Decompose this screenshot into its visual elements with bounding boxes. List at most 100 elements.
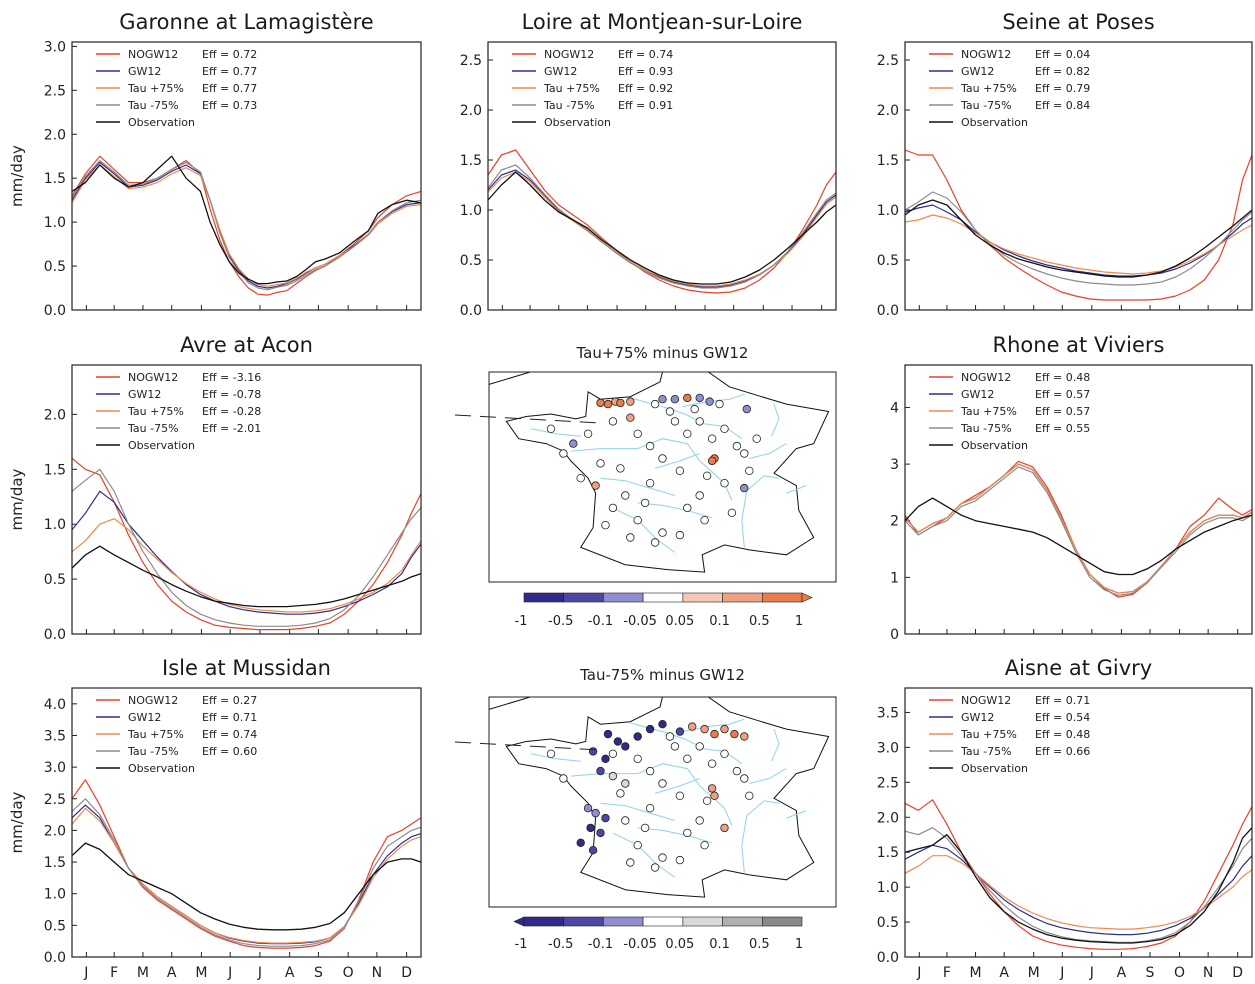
station-point	[591, 808, 600, 818]
legend-eff: Eff = 0.60	[202, 745, 257, 758]
legend-label: NOGW12	[128, 48, 178, 61]
country-outline	[505, 697, 830, 898]
legend-eff: Eff = 0.66	[1035, 745, 1090, 758]
station-point	[626, 858, 635, 867]
legend-eff: Eff = 0.71	[202, 711, 257, 724]
legend-eff: Eff = 0.27	[202, 694, 257, 707]
panel-title: Loire at Montjean-sur-Loire	[522, 10, 803, 34]
colorbar-tick-label: -0.1	[588, 937, 613, 952]
x-tick-label: J	[227, 965, 232, 981]
legend-label: GW12	[961, 388, 994, 401]
station-point	[702, 796, 712, 805]
station-point	[601, 754, 610, 763]
legend-label: GW12	[128, 711, 161, 724]
legend-label: Tau +75%	[543, 82, 600, 95]
station-point	[658, 395, 667, 404]
legend-eff: Eff = 0.84	[1035, 99, 1090, 112]
series-line-gw12	[487, 169, 837, 288]
station-point	[695, 393, 704, 403]
colorbar-tick-label: 0.05	[665, 614, 694, 629]
station-point	[745, 791, 754, 800]
legend-label: Tau +75%	[960, 405, 1017, 418]
legend-eff: Eff = 0.04	[1035, 48, 1090, 61]
map-title: Tau+75% minus GW12	[576, 344, 749, 362]
x-tick-label: J	[257, 965, 262, 981]
y-tick-label: 0.5	[460, 253, 482, 269]
station-point	[645, 804, 655, 813]
legend-eff: Eff = 0.54	[1035, 711, 1090, 724]
map-panel-8: Tau-75% minus GW12 -1 -0.5 -0.1 -0.05 0.05 0.1…	[454, 666, 837, 952]
colorbar-tick-label: 0.1	[709, 937, 730, 952]
legend-label: Tau +75%	[127, 405, 184, 418]
station-point	[626, 413, 635, 422]
station-point	[586, 823, 595, 833]
station-point	[707, 434, 717, 443]
station-point	[633, 732, 642, 741]
legend-eff: Eff = -2.01	[202, 422, 261, 435]
y-tick-label: 4	[890, 400, 899, 416]
y-tick-label: 0.5	[44, 918, 66, 934]
x-tick-label: N	[372, 965, 382, 981]
x-tick-label: N	[1203, 965, 1213, 981]
station-point	[675, 466, 685, 475]
x-tick-label: J	[916, 965, 921, 981]
legend-label: Tau -75%	[127, 745, 179, 758]
x-tick-label: F	[110, 965, 118, 981]
legend-eff: Eff = 0.77	[202, 65, 257, 78]
y-axis-label: mm/day	[8, 145, 26, 207]
y-axis-label: mm/day	[8, 791, 26, 853]
station-point	[608, 771, 618, 781]
map-frame	[488, 696, 837, 908]
colorbar-tick-label: 0.05	[665, 937, 694, 952]
panel-1: Loire at Montjean-sur-Loire 0.0 0.5 1.0 1.5 2…	[460, 10, 837, 319]
station-point	[583, 429, 593, 438]
station-point	[591, 481, 600, 490]
river-line	[570, 763, 733, 826]
river-line	[637, 827, 713, 844]
station-point	[688, 722, 697, 731]
legend-eff: Eff = 0.71	[1035, 694, 1090, 707]
series-line-tau-75-	[904, 191, 1253, 286]
x-tick-label: J	[1089, 965, 1094, 981]
station-point	[727, 508, 737, 517]
series-line-nogw12	[904, 149, 1253, 301]
station-point	[665, 732, 675, 741]
series-line-tau-75-	[904, 855, 1253, 930]
legend-label: GW12	[128, 65, 161, 78]
river-line	[741, 800, 780, 873]
y-tick-label: 0	[890, 627, 899, 643]
station-point	[650, 863, 660, 872]
station-point	[695, 742, 704, 751]
colorbar-segment	[603, 916, 644, 927]
series-line-nogw12	[904, 460, 1253, 598]
station-point	[596, 766, 605, 776]
river-line	[531, 753, 581, 762]
colorbar-segment	[682, 592, 723, 603]
station-point	[583, 804, 593, 813]
station-point	[616, 464, 625, 473]
station-point	[683, 429, 692, 438]
plot-frame	[71, 687, 422, 958]
y-tick-label: 2.5	[460, 53, 482, 69]
station-point	[720, 424, 729, 433]
series-line-observation	[904, 827, 1253, 944]
station-point	[633, 516, 642, 525]
colorbar-segment	[563, 916, 604, 927]
legend-eff: Eff = -0.78	[202, 388, 261, 401]
colorbar-segment	[642, 592, 684, 603]
y-tick-label: 2.0	[44, 407, 66, 423]
station-point	[695, 816, 704, 825]
colorbar-tick-label: -0.5	[548, 937, 573, 952]
station-point	[645, 479, 655, 488]
series-line-nogw12	[71, 155, 422, 296]
station-point	[745, 466, 754, 475]
y-tick-label: 1.0	[44, 517, 66, 533]
colorbar-tick-label: -0.5	[548, 614, 573, 629]
station-point	[626, 397, 635, 406]
series-line-nogw12	[487, 149, 837, 294]
station-point	[546, 424, 556, 433]
colorbar-tick-label: -1	[515, 614, 528, 629]
station-point	[700, 841, 709, 850]
station-point	[710, 791, 719, 800]
series-line-nogw12	[904, 799, 1253, 950]
